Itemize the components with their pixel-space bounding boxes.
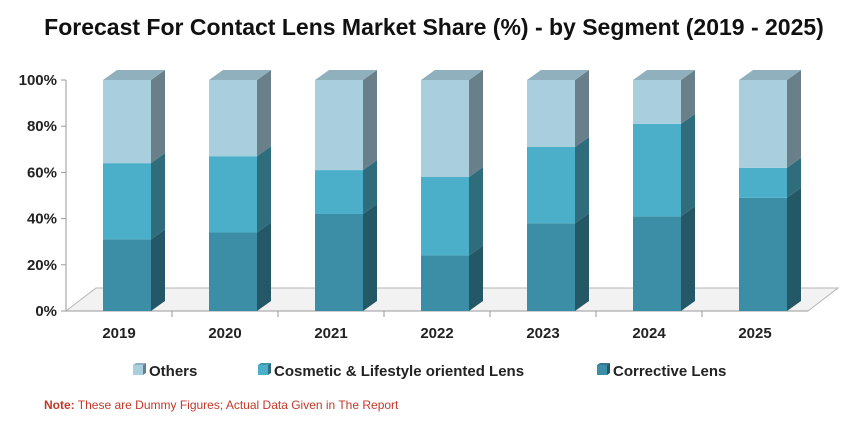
bar-segment <box>739 167 787 198</box>
bar-segment <box>103 239 151 311</box>
legend-swatch <box>258 365 268 375</box>
legend-item: Others <box>133 363 197 380</box>
legend-item: Corrective Lens <box>597 363 726 380</box>
note-label: Note: <box>44 398 75 412</box>
bar-segment <box>209 156 257 233</box>
bar-segment-side <box>787 70 801 168</box>
bar-segment <box>527 223 575 311</box>
bar-segment <box>315 170 363 214</box>
chart-bars <box>103 70 801 311</box>
chart-title: Forecast For Contact Lens Market Share (… <box>44 14 824 40</box>
x-tick-label: 2022 <box>420 325 453 342</box>
x-tick-label: 2021 <box>314 325 347 342</box>
bar-top <box>103 70 165 80</box>
bar-stack <box>315 70 377 311</box>
bar-stack <box>209 70 271 311</box>
x-tick-label: 2023 <box>526 325 559 342</box>
x-tick-label: 2024 <box>632 325 666 342</box>
bar-segment <box>209 80 257 157</box>
y-tick-label: 100% <box>19 72 57 89</box>
bar-segment-side <box>151 153 165 240</box>
legend-swatch <box>597 365 607 375</box>
legend-swatch-top <box>597 363 610 365</box>
bar-top <box>315 70 377 80</box>
bar-segment <box>633 80 681 124</box>
bar-top <box>527 70 589 80</box>
bar-segment-side <box>363 160 377 214</box>
legend-swatch-top <box>133 363 146 365</box>
legend-label: Corrective Lens <box>613 363 726 380</box>
bar-segment-side <box>469 70 483 178</box>
bar-top <box>633 70 695 80</box>
bar-segment <box>315 213 363 311</box>
bar-segment-side <box>363 203 377 311</box>
legend-swatch-top <box>258 363 271 365</box>
chart-legend: Others Cosmetic & Lifestyle oriented Lens… <box>133 363 726 380</box>
legend-label: Others <box>149 363 197 380</box>
bar-segment-side <box>787 157 801 198</box>
legend-swatch <box>133 365 143 375</box>
bar-segment <box>421 255 469 311</box>
bar-segment-side <box>151 70 165 164</box>
bar-segment-side <box>681 70 695 124</box>
y-tick-label: 20% <box>27 257 57 274</box>
bar-segment <box>633 216 681 311</box>
bar-segment <box>633 123 681 217</box>
bar-segment-side <box>575 70 589 147</box>
bar-segment-side <box>257 146 271 233</box>
bar-segment <box>527 146 575 224</box>
bar-stack <box>527 70 589 311</box>
y-tick-label: 60% <box>27 164 57 181</box>
bar-stack <box>103 70 165 311</box>
y-tick-label: 40% <box>27 211 57 228</box>
x-tick-label: 2025 <box>738 325 771 342</box>
bar-segment <box>739 197 787 311</box>
note-text: These are Dummy Figures; Actual Data Giv… <box>74 398 399 412</box>
bar-segment-side <box>257 70 271 157</box>
footnote: Note: These are Dummy Figures; Actual Da… <box>44 398 398 412</box>
bar-segment <box>315 80 363 171</box>
bar-stack <box>739 70 801 311</box>
bar-stack <box>421 70 483 311</box>
bar-top <box>209 70 271 80</box>
bar-stack <box>633 70 695 311</box>
bar-segment <box>527 80 575 147</box>
bar-segment-side <box>575 136 589 224</box>
x-tick-label: 2020 <box>208 325 241 342</box>
y-tick-label: 0% <box>35 303 57 320</box>
bar-segment-side <box>469 245 483 311</box>
legend-swatch-side <box>143 363 146 375</box>
bar-segment <box>209 232 257 311</box>
bar-segment <box>421 80 469 178</box>
bar-segment <box>421 177 469 256</box>
bar-segment <box>103 163 151 240</box>
x-tick-label: 2019 <box>102 325 135 342</box>
bar-segment-side <box>363 70 377 171</box>
legend-item: Cosmetic & Lifestyle oriented Lens <box>258 363 524 380</box>
bar-segment-side <box>151 229 165 311</box>
bar-segment-side <box>681 206 695 311</box>
bar-segment-side <box>257 222 271 311</box>
y-tick-label: 80% <box>27 118 57 135</box>
bar-segment-side <box>469 167 483 256</box>
bar-segment <box>103 80 151 164</box>
legend-swatch-side <box>607 363 610 375</box>
bar-segment <box>739 80 787 168</box>
bar-top <box>739 70 801 80</box>
bar-top <box>421 70 483 80</box>
bar-segment-side <box>787 187 801 311</box>
legend-label: Cosmetic & Lifestyle oriented Lens <box>274 363 524 380</box>
bar-segment-side <box>681 113 695 217</box>
bar-segment-side <box>575 213 589 311</box>
legend-swatch-side <box>268 363 271 375</box>
